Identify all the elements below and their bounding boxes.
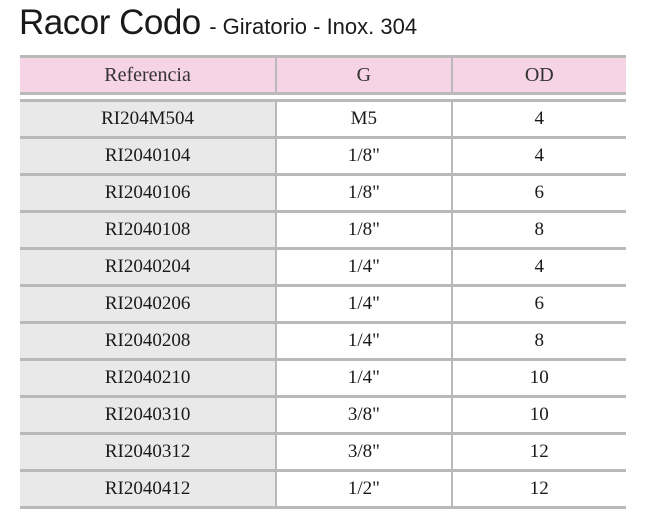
- referencia-cell: RI2040210: [20, 361, 276, 395]
- referencia-cell: RI2040208: [20, 324, 276, 358]
- table-row: RI2040108 1/8" 8: [20, 213, 626, 250]
- referencia-cell: RI2040206: [20, 287, 276, 321]
- table-header-row: Referencia G OD: [20, 55, 626, 95]
- table-row: RI204M504 M5 4: [20, 102, 626, 139]
- table-row: RI2040210 1/4" 10: [20, 361, 626, 398]
- page-title: Racor Codo - Giratorio - Inox. 304: [19, 3, 417, 45]
- referencia-cell: RI2040108: [20, 213, 276, 247]
- table-row: RI2040412 1/2" 12: [20, 472, 626, 509]
- od-cell: 4: [450, 102, 626, 136]
- g-cell: 1/2": [275, 472, 451, 506]
- title-main: Racor Codo: [19, 3, 201, 42]
- table-row: RI2040106 1/8" 6: [20, 176, 626, 213]
- od-cell: 8: [450, 324, 626, 358]
- od-cell: 12: [450, 435, 626, 469]
- g-cell: 1/8": [275, 139, 451, 173]
- referencia-cell: RI204M504: [20, 102, 276, 136]
- g-cell: 3/8": [275, 398, 451, 432]
- referencia-cell: RI2040312: [20, 435, 276, 469]
- referencia-cell: RI2040412: [20, 472, 276, 506]
- referencia-cell: RI2040310: [20, 398, 276, 432]
- table-row: RI2040312 3/8" 12: [20, 435, 626, 472]
- od-cell: 6: [450, 176, 626, 210]
- od-cell: 4: [450, 139, 626, 173]
- g-cell: 1/4": [275, 361, 451, 395]
- referencia-cell: RI2040106: [20, 176, 276, 210]
- g-cell: 1/8": [275, 213, 451, 247]
- g-cell: 1/4": [275, 324, 451, 358]
- table-row: RI2040204 1/4" 4: [20, 250, 626, 287]
- od-cell: 10: [450, 398, 626, 432]
- header-g: G: [275, 58, 450, 92]
- table-row: RI2040208 1/4" 8: [20, 324, 626, 361]
- table-row: RI2040310 3/8" 10: [20, 398, 626, 435]
- header-separator: [20, 95, 626, 102]
- referencia-cell: RI2040104: [20, 139, 276, 173]
- title-subtitle: - Giratorio - Inox. 304: [209, 14, 418, 39]
- table-row: RI2040206 1/4" 6: [20, 287, 626, 324]
- table-row: RI2040104 1/8" 4: [20, 139, 626, 176]
- od-cell: 6: [450, 287, 626, 321]
- od-cell: 10: [450, 361, 626, 395]
- header-od: OD: [450, 58, 626, 92]
- od-cell: 8: [450, 213, 626, 247]
- od-cell: 4: [450, 250, 626, 284]
- g-cell: M5: [275, 102, 451, 136]
- g-cell: 1/4": [275, 287, 451, 321]
- g-cell: 1/4": [275, 250, 451, 284]
- header-referencia: Referencia: [104, 63, 191, 86]
- g-cell: 3/8": [275, 435, 451, 469]
- table-body: RI204M504 M5 4 RI2040104 1/8" 4 RI2040106 1/8" 6…: [20, 102, 626, 509]
- product-table: Referencia G OD RI204M504 M5 4 RI2040104 1/8…: [20, 55, 626, 509]
- od-cell: 12: [450, 472, 626, 506]
- g-cell: 1/8": [275, 176, 451, 210]
- referencia-cell: RI2040204: [20, 250, 276, 284]
